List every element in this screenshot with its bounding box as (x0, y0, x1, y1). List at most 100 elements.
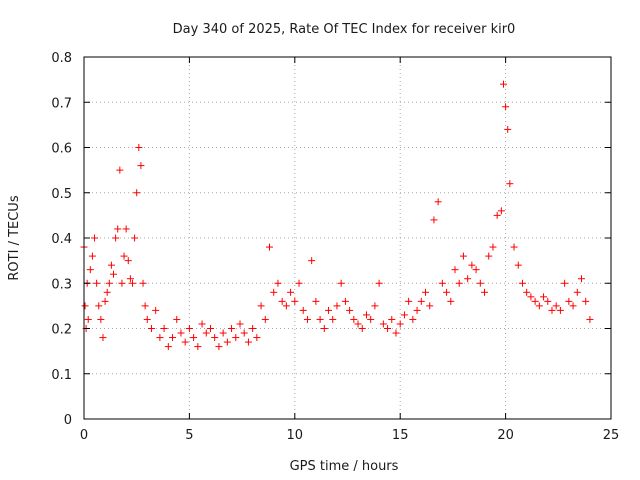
data-point (468, 261, 476, 269)
data-point (308, 257, 316, 265)
data-point (206, 325, 214, 332)
data-point (586, 315, 594, 323)
data-point (211, 334, 219, 342)
data-point (506, 180, 514, 188)
data-point (337, 279, 345, 287)
x-tick-label: 15 (392, 428, 409, 443)
data-point (430, 216, 438, 224)
data-point (510, 243, 518, 251)
data-point (303, 315, 311, 323)
data-point (131, 234, 139, 242)
data-point (354, 320, 362, 328)
data-point (421, 288, 429, 296)
data-point (434, 198, 442, 206)
x-tick-label: 5 (185, 428, 193, 443)
data-point (185, 325, 193, 332)
data-point (544, 297, 552, 305)
data-point (346, 306, 354, 314)
data-point (329, 315, 337, 323)
data-point (371, 302, 379, 310)
data-point (103, 288, 111, 296)
data-point (577, 275, 585, 283)
data-point (169, 334, 177, 342)
y-tick-label: 0 (64, 413, 72, 428)
x-axis-ticks: 0 5 10 15 20 25 (80, 57, 619, 443)
y-tick-label: 0.4 (51, 232, 72, 247)
data-point (499, 80, 507, 88)
data-point (400, 311, 408, 319)
data-point (202, 329, 210, 337)
data-point (472, 266, 480, 274)
data-point (133, 189, 141, 197)
data-point (249, 325, 257, 332)
data-point (190, 334, 198, 342)
data-point (556, 306, 564, 314)
data-point (504, 125, 512, 133)
data-point (384, 325, 392, 332)
data-point (493, 211, 501, 219)
x-tick-label: 25 (603, 428, 620, 443)
data-point (312, 297, 320, 305)
data-point (84, 315, 92, 323)
data-point (128, 279, 136, 287)
data-point (228, 325, 236, 332)
data-point (489, 243, 497, 251)
data-point (527, 293, 535, 301)
data-point (417, 297, 425, 305)
data-point (270, 288, 278, 296)
data-point (375, 279, 383, 287)
y-tick-label: 0.2 (51, 323, 72, 338)
data-point (561, 279, 569, 287)
data-point (535, 302, 543, 310)
y-tick-label: 0.8 (51, 51, 72, 66)
data-point (122, 225, 130, 233)
data-point (291, 297, 299, 305)
data-point (447, 297, 455, 305)
data-point (299, 306, 307, 314)
data-point (320, 325, 328, 332)
data-point (124, 257, 132, 265)
data-point (552, 302, 560, 310)
data-point (413, 306, 421, 314)
data-point (388, 315, 396, 323)
data-point (333, 302, 341, 310)
data-point (485, 252, 493, 260)
data-point (451, 266, 459, 274)
data-point (244, 338, 252, 346)
data-point (481, 288, 489, 296)
data-point (97, 315, 105, 323)
data-point (107, 261, 115, 269)
data-point (523, 288, 531, 296)
data-point (177, 329, 185, 337)
data-point (223, 338, 231, 346)
data-point (110, 270, 118, 278)
data-point (502, 103, 510, 111)
data-point (232, 334, 240, 342)
data-point (282, 302, 290, 310)
y-tick-label: 0.5 (51, 187, 72, 202)
x-tick-label: 0 (80, 428, 88, 443)
data-point (112, 234, 120, 242)
data-point (86, 266, 94, 274)
data-point (426, 302, 434, 310)
data-point (114, 225, 122, 233)
data-point (120, 252, 128, 260)
data-point (126, 275, 134, 283)
y-tick-label: 0.3 (51, 277, 72, 292)
y-tick-label: 0.1 (51, 368, 72, 383)
data-point (531, 297, 539, 305)
data-point (181, 338, 189, 346)
data-point (295, 279, 303, 287)
data-point (455, 279, 463, 287)
data-point (358, 325, 366, 332)
data-point (405, 297, 413, 305)
x-tick-label: 10 (287, 428, 304, 443)
data-point (118, 279, 126, 287)
data-point (160, 325, 168, 332)
data-point (93, 279, 101, 287)
data-point (540, 293, 548, 301)
data-point (316, 315, 324, 323)
data-point (81, 302, 89, 310)
data-point (152, 306, 160, 314)
